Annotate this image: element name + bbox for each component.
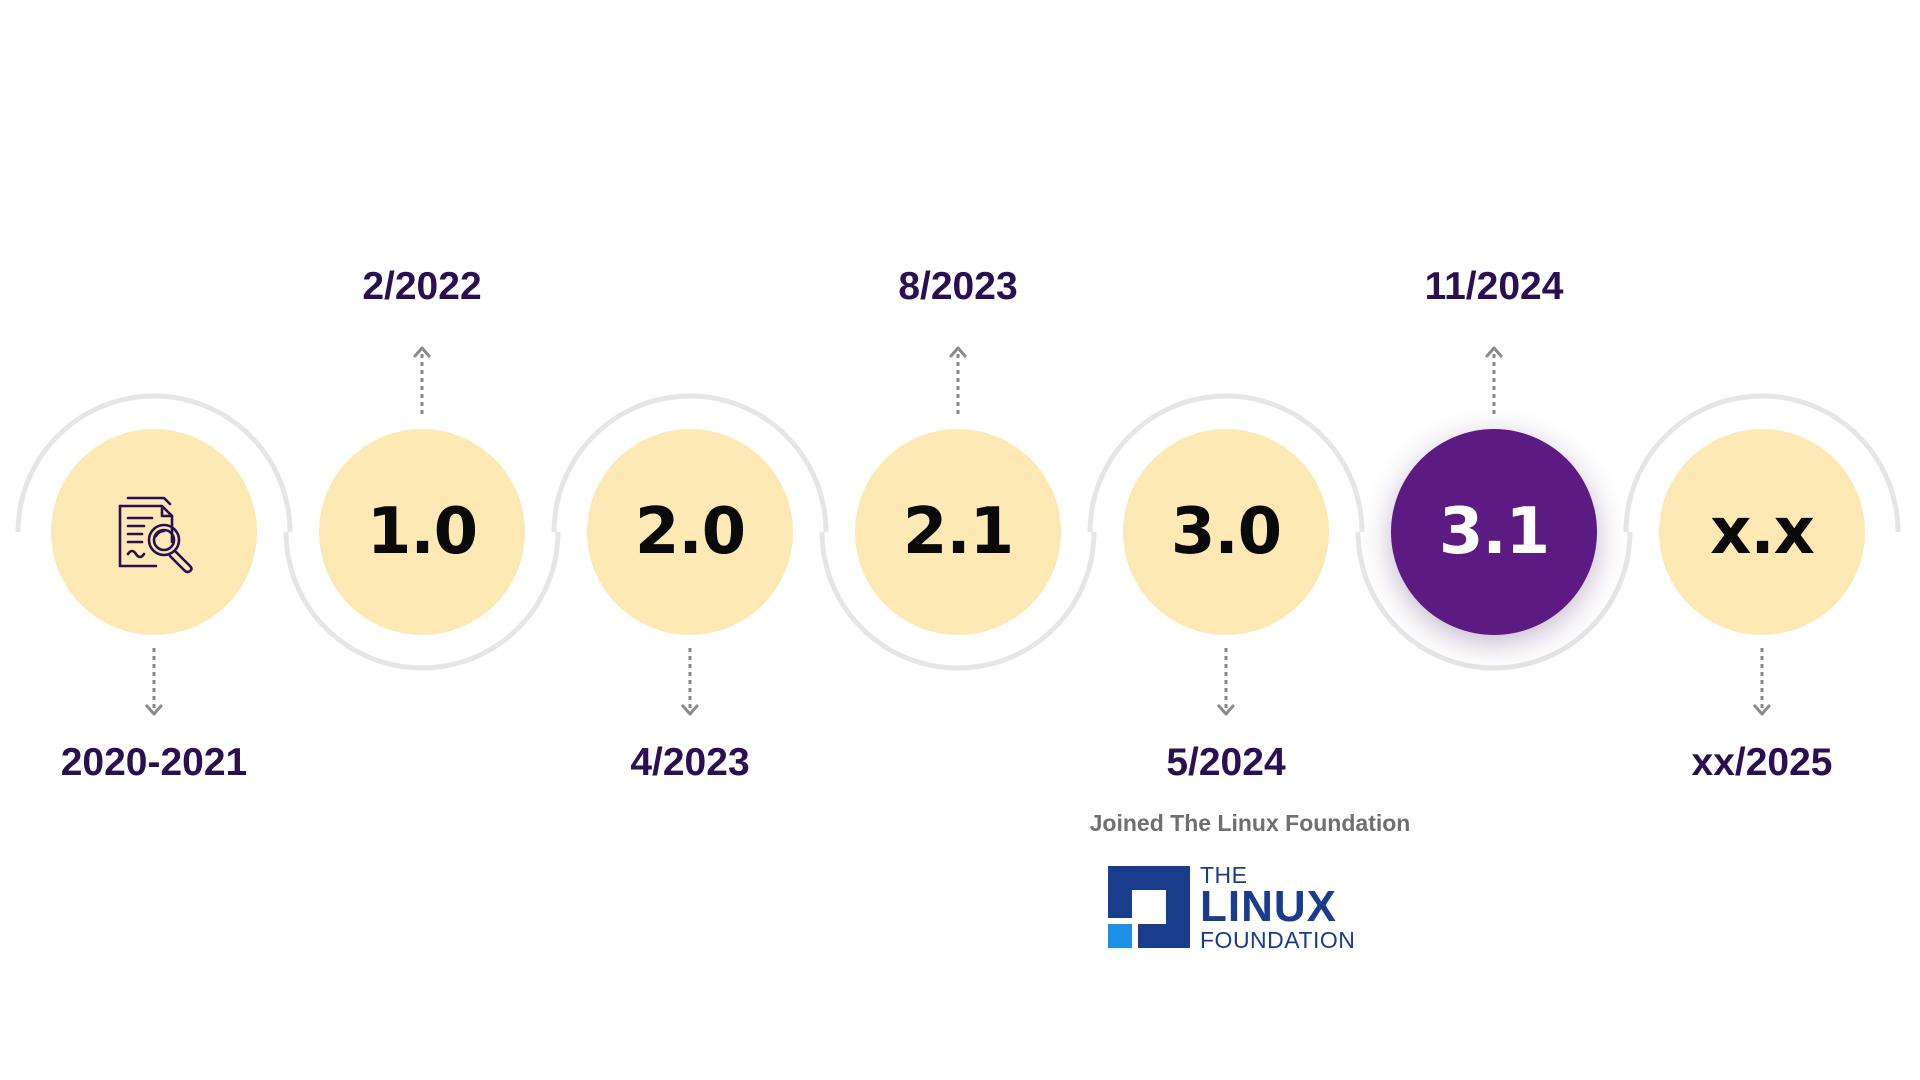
logo-line-foundation: FOUNDATION	[1200, 927, 1356, 953]
arrow-head	[413, 346, 431, 358]
connector-arc	[819, 531, 1097, 671]
connector-arc	[1355, 531, 1633, 671]
version-label: 3.0	[1170, 495, 1282, 569]
connector-arc	[1623, 393, 1901, 533]
dotted-arrow	[1217, 648, 1235, 716]
version-label: 2.1	[902, 495, 1014, 569]
milestone-date: 2/2022	[362, 265, 482, 308]
connector-arc	[15, 393, 293, 533]
dotted-arrow	[1753, 648, 1771, 716]
milestone-circle: 1.0	[319, 429, 525, 635]
arrow-head	[1753, 704, 1771, 716]
milestone-date: 4/2023	[630, 741, 750, 784]
connector-arrows	[145, 346, 1771, 716]
arrow-head	[1485, 346, 1503, 358]
version-label: 2.0	[634, 495, 746, 569]
linux-foundation-logo-mark-icon	[1108, 866, 1190, 948]
logo-line-linux: LINUX	[1200, 882, 1337, 931]
connector-arc	[551, 393, 829, 533]
arrow-head	[145, 704, 163, 716]
connector-arc	[1087, 393, 1365, 533]
linux-foundation-logo-text: THE LINUX FOUNDATION	[1200, 864, 1355, 952]
version-label: x.x	[1710, 495, 1815, 569]
dotted-arrow	[413, 346, 431, 414]
milestone-circle-research	[51, 429, 257, 635]
milestone-date: xx/2025	[1691, 741, 1833, 784]
connector-arcs	[15, 393, 1901, 671]
version-label: 1.0	[366, 495, 478, 569]
document-search-icon	[118, 496, 193, 574]
milestone-date: 5/2024	[1166, 741, 1286, 784]
arrow-head	[1217, 704, 1235, 716]
milestone-date: 11/2024	[1424, 265, 1564, 308]
dotted-arrow	[949, 346, 967, 414]
milestone-circle: x.x	[1659, 429, 1865, 635]
arrow-head	[681, 704, 699, 716]
annotation-linux-foundation: Joined The Linux Foundation	[1089, 810, 1411, 836]
milestone-date: 8/2023	[898, 265, 1018, 308]
dotted-arrow	[145, 648, 163, 716]
milestone-circle: 3.1	[1391, 429, 1597, 635]
linux-foundation-logo: THE LINUX FOUNDATION	[1108, 864, 1358, 952]
version-label: 3.1	[1438, 495, 1550, 569]
milestone-circle: 3.0	[1123, 429, 1329, 635]
milestone-circle: 2.0	[587, 429, 793, 635]
arrow-head	[949, 346, 967, 358]
milestone-date: 2020-2021	[60, 741, 248, 784]
connector-arc	[283, 531, 561, 671]
milestone-circle: 2.1	[855, 429, 1061, 635]
dotted-arrow	[681, 648, 699, 716]
logo-line-the: THE	[1200, 862, 1248, 888]
dotted-arrow	[1485, 346, 1503, 414]
